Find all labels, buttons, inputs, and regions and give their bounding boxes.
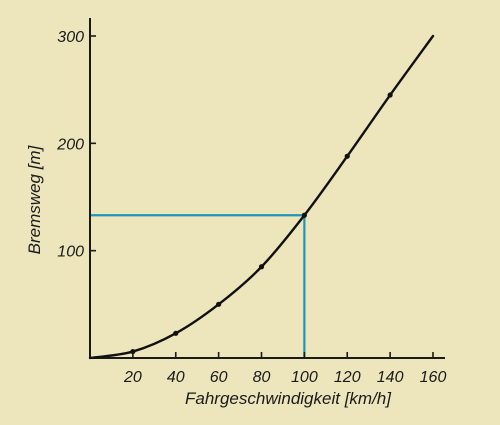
y-tick-label: 200 bbox=[56, 136, 84, 153]
data-point bbox=[173, 330, 179, 336]
data-point bbox=[258, 264, 265, 270]
x-tick-label: 80 bbox=[253, 369, 271, 386]
data-point bbox=[130, 348, 136, 355]
x-tick-label: 20 bbox=[123, 369, 142, 386]
x-tick-label: 120 bbox=[334, 369, 361, 386]
series-layer bbox=[88, 34, 435, 360]
data-point bbox=[387, 92, 393, 98]
axes-layer bbox=[89, 18, 445, 359]
x-tick-label: 140 bbox=[377, 369, 404, 386]
data-point bbox=[344, 153, 350, 159]
y-tick-label: 300 bbox=[57, 29, 84, 46]
series-line bbox=[88, 34, 435, 360]
y-tick-label: 100 bbox=[57, 244, 84, 261]
annotation-layer bbox=[90, 214, 306, 358]
ticks-layer: 20 40 60 80 100 120 140 160 100 200 300 bbox=[56, 29, 446, 386]
x-tick-label: 40 bbox=[167, 369, 185, 386]
x-axis-label: Fahrgeschwindigkeit [km/h] bbox=[185, 389, 392, 408]
y-axis-label: Bremsweg [m] bbox=[25, 144, 44, 254]
data-point bbox=[216, 301, 222, 307]
x-tick-label: 100 bbox=[291, 369, 318, 386]
x-tick-label: 60 bbox=[210, 369, 228, 386]
x-tick-label: 160 bbox=[420, 369, 447, 386]
data-point bbox=[301, 212, 307, 218]
